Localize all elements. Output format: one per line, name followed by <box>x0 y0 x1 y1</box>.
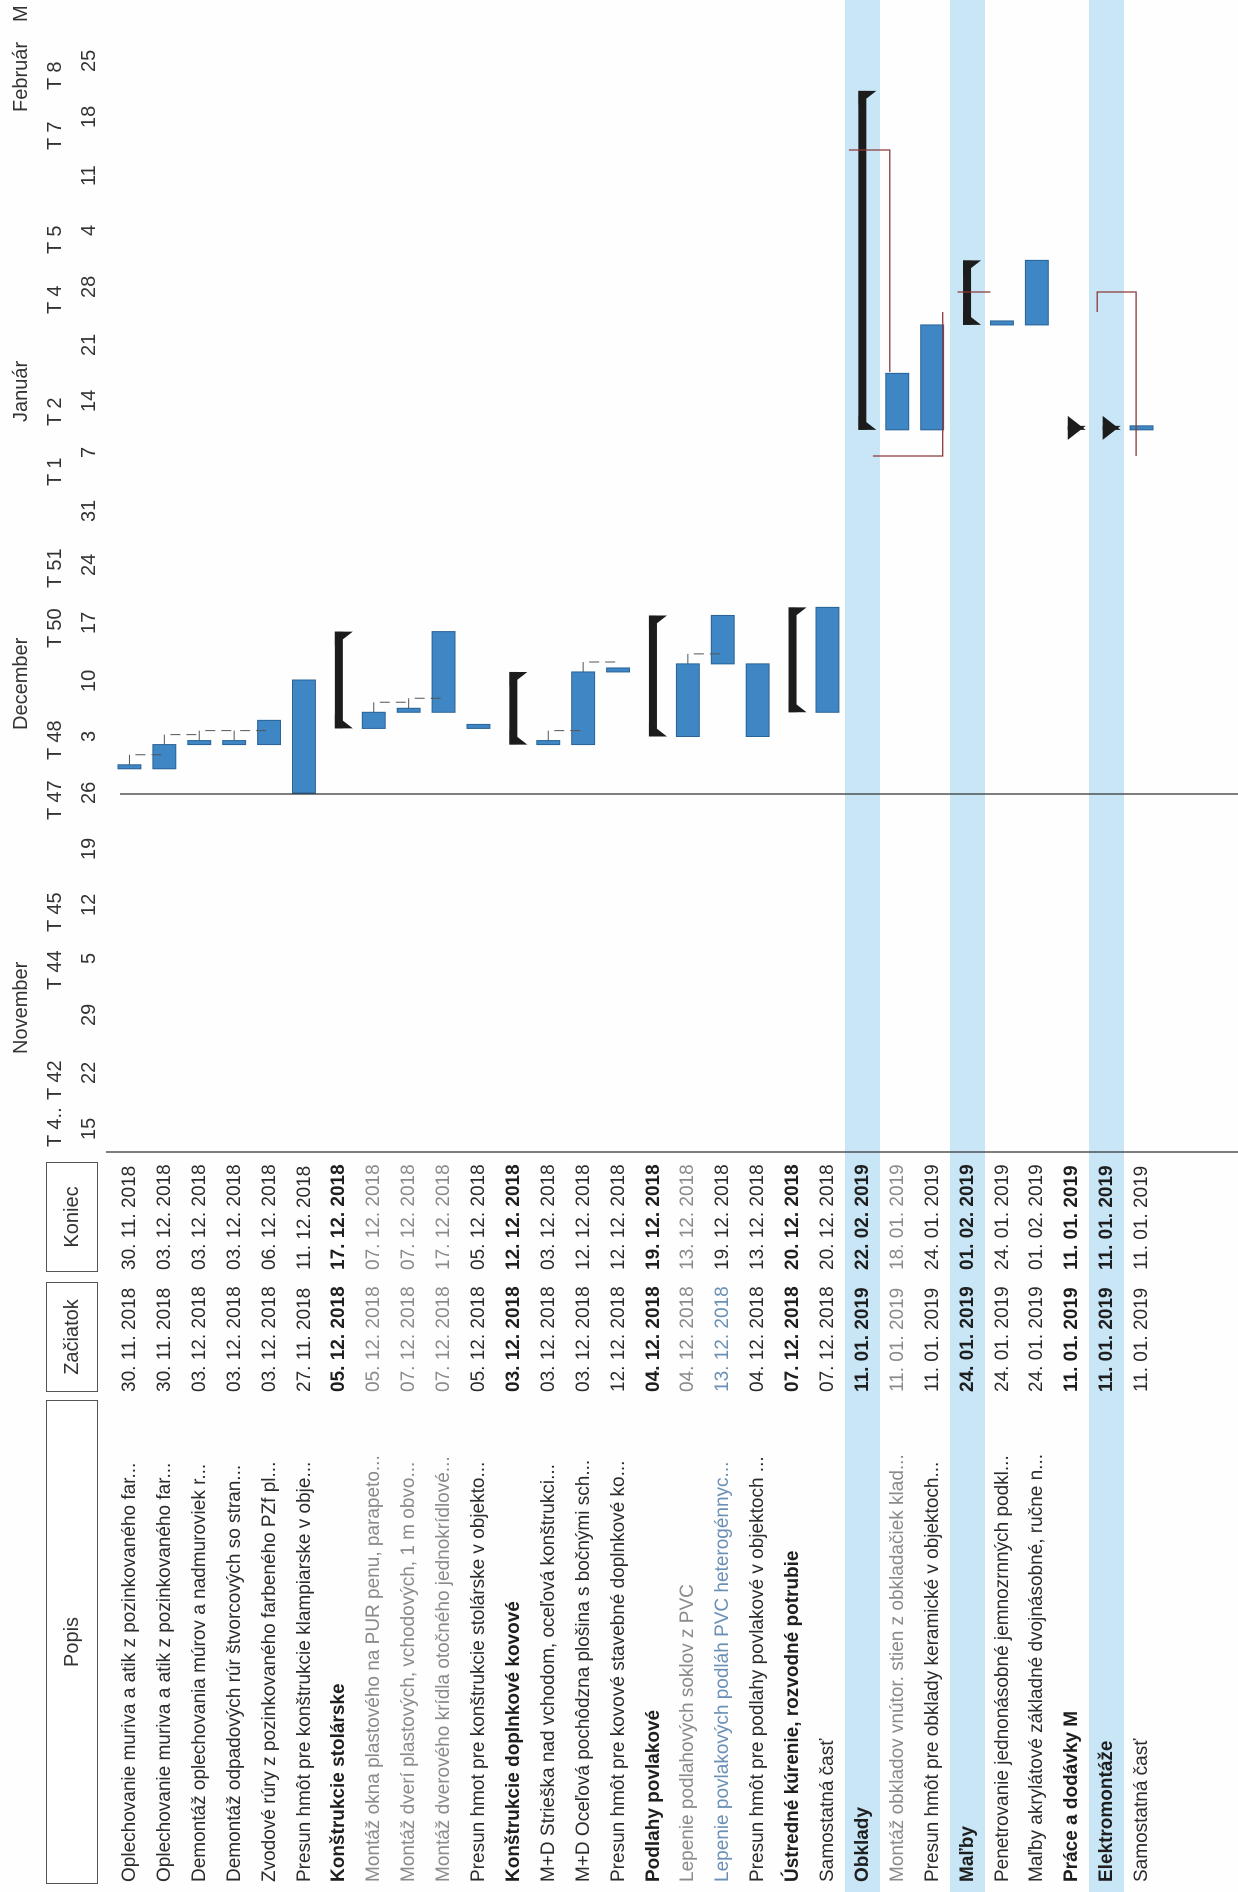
task-bar <box>885 372 910 431</box>
summary-cap-start <box>648 722 667 737</box>
task-bar <box>745 663 770 737</box>
summary-cap-start <box>858 415 877 430</box>
task-bar <box>571 671 596 746</box>
task-bar <box>710 614 735 665</box>
task-bar <box>466 723 491 729</box>
summary-cap-end <box>648 615 667 630</box>
task-bar <box>815 606 840 713</box>
task-bar <box>361 711 386 729</box>
summary-bar <box>858 90 867 430</box>
summary-bar <box>788 607 797 713</box>
task-bar <box>222 740 247 746</box>
dependency-link <box>1096 291 1137 456</box>
summary-cap-end <box>509 671 528 686</box>
summary-cap-end <box>858 90 877 105</box>
summary-bar <box>334 631 343 729</box>
dependency-link <box>233 730 270 741</box>
task-bar <box>117 764 142 770</box>
task-bar <box>536 740 561 746</box>
dependency-link <box>408 697 444 709</box>
task-bar <box>152 744 177 770</box>
dependency-link <box>163 734 200 745</box>
dependency-link <box>687 653 723 664</box>
task-bar <box>990 320 1014 326</box>
summary-cap-end <box>788 607 807 622</box>
summary-bar <box>509 671 518 745</box>
task-bar <box>396 707 421 713</box>
summary-cap-start <box>788 698 807 713</box>
dependency-link <box>582 661 619 672</box>
task-bar <box>1024 259 1049 326</box>
dependency-link <box>128 754 165 765</box>
task-bar <box>431 631 456 713</box>
task-bar <box>606 667 630 673</box>
task-bar <box>292 679 316 794</box>
summary-cap-end <box>963 260 982 275</box>
task-bar <box>920 324 945 431</box>
task-bar <box>187 740 212 746</box>
dependency-link <box>547 730 584 741</box>
task-bar <box>675 663 700 737</box>
summary-bar <box>648 615 657 737</box>
task-bar <box>257 719 282 746</box>
dependency-link <box>872 312 944 457</box>
summary-cap-start <box>509 730 528 745</box>
summary-cap-end <box>1102 425 1121 440</box>
dependency-link <box>198 730 235 741</box>
dependency-link <box>373 701 409 713</box>
summary-cap-end <box>1067 425 1086 440</box>
task-bar <box>1129 425 1154 431</box>
dependency-link <box>848 149 891 372</box>
